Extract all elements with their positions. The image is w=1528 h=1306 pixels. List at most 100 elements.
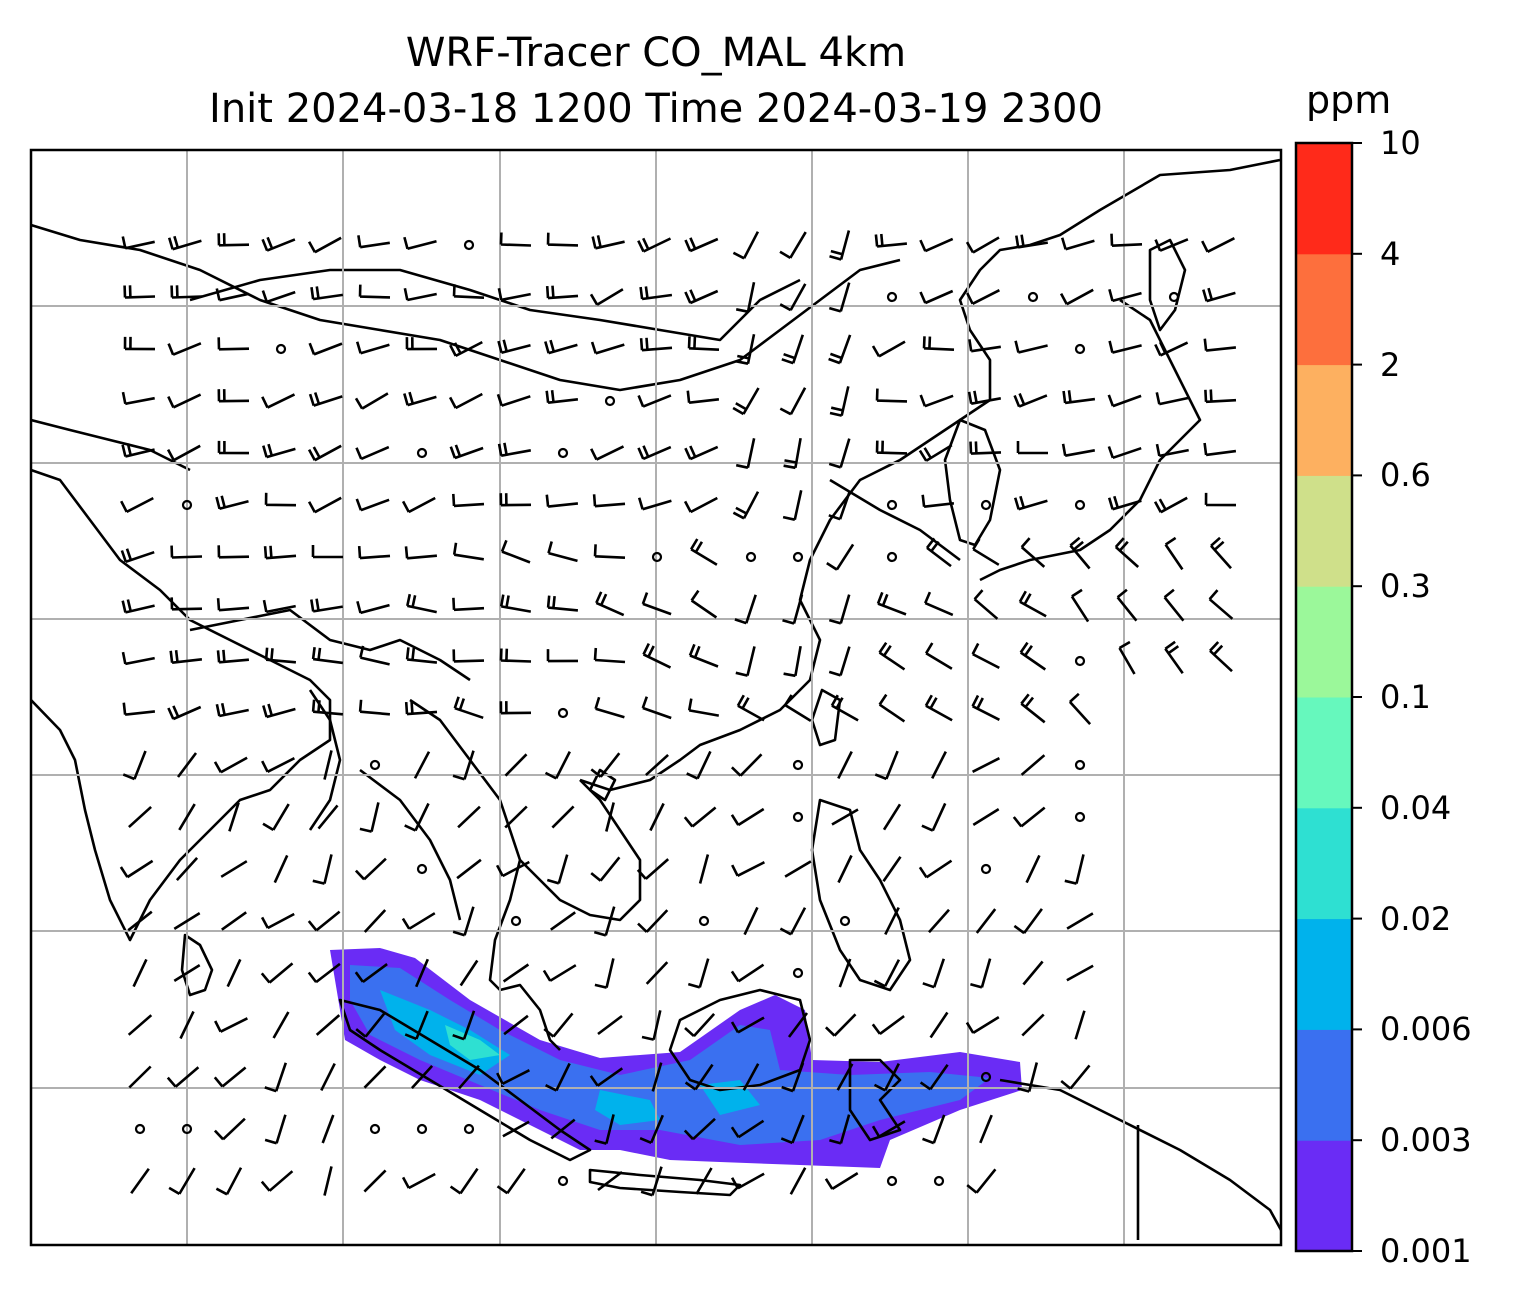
- wind-barb: [496, 393, 531, 407]
- wind-barb: [178, 803, 196, 831]
- wind-barb: [354, 392, 389, 410]
- wind-barb: [779, 283, 807, 312]
- wind-barb: [457, 805, 481, 829]
- chart-title-line1: WRF-Tracer CO_MAL 4km: [405, 30, 907, 76]
- wind-barb: [593, 906, 616, 937]
- wind-barb: [919, 1063, 949, 1091]
- colorbar-tick-label: 0.02: [1380, 899, 1452, 938]
- wind-barb: [1202, 287, 1236, 303]
- wind-barb: [217, 233, 250, 247]
- wind-barb: [683, 496, 718, 514]
- wind-calm-marker: [792, 811, 804, 823]
- wind-barb: [1013, 495, 1048, 511]
- wind-barb: [922, 1114, 946, 1145]
- wind-barb: [543, 1012, 574, 1038]
- wind-calm-marker: [510, 915, 522, 927]
- wind-barb: [695, 1167, 713, 1195]
- wind-barb: [642, 643, 672, 669]
- wind-barb: [730, 1119, 765, 1139]
- wind-barb: [873, 959, 901, 988]
- wind-barb: [687, 958, 710, 989]
- wind-barb: [592, 494, 626, 508]
- wind-barb: [122, 702, 156, 716]
- wind-barb: [260, 962, 294, 984]
- wind-barb: [260, 1170, 294, 1192]
- coast-korea: [943, 418, 1002, 547]
- wind-barb: [261, 290, 296, 304]
- wind-barb: [544, 339, 578, 355]
- wind-barb: [497, 339, 531, 354]
- wind-barb: [173, 963, 201, 983]
- colorbar-segment: [1296, 1140, 1352, 1252]
- wind-barb: [168, 1167, 196, 1196]
- wind-barb: [730, 963, 765, 983]
- wind-barb: [1108, 340, 1142, 354]
- wind-barb: [931, 751, 947, 779]
- wind-barb: [317, 804, 339, 830]
- wind-barb: [873, 1063, 900, 1092]
- wind-barb: [732, 387, 760, 416]
- wind-barb: [404, 701, 438, 716]
- wind-barb: [698, 854, 710, 884]
- wind-barb: [735, 438, 756, 469]
- wind-barb: [742, 1063, 760, 1091]
- wind-barb: [449, 444, 484, 460]
- wind-barb: [826, 543, 855, 571]
- wind-barb: [828, 334, 852, 365]
- coast-sulawesi: [848, 1058, 902, 1142]
- wind-barb: [401, 1172, 436, 1190]
- wind-barb: [779, 387, 807, 416]
- wind-barb: [1016, 441, 1048, 455]
- wind-barb: [689, 538, 718, 566]
- wind-calm-marker: [886, 291, 898, 303]
- wind-barb: [649, 802, 665, 832]
- wind-barb: [121, 443, 155, 458]
- wind-barb: [1013, 908, 1043, 935]
- chart-title-line2: Init 2024-03-18 1200 Time 2024-03-19 230…: [209, 86, 1103, 132]
- wind-barb: [1210, 536, 1232, 570]
- coast-japan-north: [1148, 238, 1187, 332]
- wind-barb: [405, 337, 438, 351]
- wind-barb: [975, 908, 997, 934]
- wind-barb: [354, 857, 387, 881]
- wind-barb: [683, 1117, 716, 1141]
- wind-barb: [884, 907, 900, 935]
- wind-barb: [216, 649, 250, 664]
- colorbar-tick-label: 0.04: [1380, 788, 1452, 827]
- wind-barb: [789, 1167, 807, 1195]
- coast-japan: [979, 298, 1202, 582]
- wind-barb: [875, 440, 908, 455]
- wind-calm-marker: [1074, 343, 1086, 355]
- wind-barb: [787, 1012, 809, 1038]
- wind-barb: [502, 1120, 530, 1138]
- wind-barb: [590, 752, 621, 778]
- wind-barb: [504, 805, 528, 829]
- wind-barb: [216, 598, 250, 612]
- wind-barb: [315, 1014, 341, 1036]
- colorbar-border: [1294, 141, 1354, 1253]
- wind-barb: [967, 390, 1002, 405]
- wind-barb: [597, 1014, 623, 1036]
- wind-barb: [874, 750, 899, 781]
- coast-srilanka: [180, 933, 214, 997]
- wind-barb: [363, 1065, 387, 1089]
- wind-barb: [979, 1114, 993, 1144]
- colorbar-segment: [1296, 253, 1352, 366]
- wind-barb: [502, 963, 530, 983]
- wind-barb: [966, 289, 1000, 305]
- wind-barb: [262, 443, 296, 459]
- coast-java: [588, 1168, 742, 1197]
- wind-barb: [1069, 536, 1091, 570]
- wind-calm-marker: [557, 447, 569, 459]
- wind-barb: [217, 545, 250, 559]
- wind-barb: [783, 645, 802, 678]
- wind-barb: [875, 388, 908, 403]
- wind-barb: [781, 334, 805, 365]
- wind-barb: [1108, 288, 1142, 303]
- wind-barb: [307, 444, 342, 462]
- wind-barb: [120, 548, 155, 564]
- wind-barb: [452, 649, 485, 663]
- wind-barb: [645, 961, 669, 985]
- wind-calm-marker: [369, 759, 381, 771]
- wind-barb: [311, 545, 343, 559]
